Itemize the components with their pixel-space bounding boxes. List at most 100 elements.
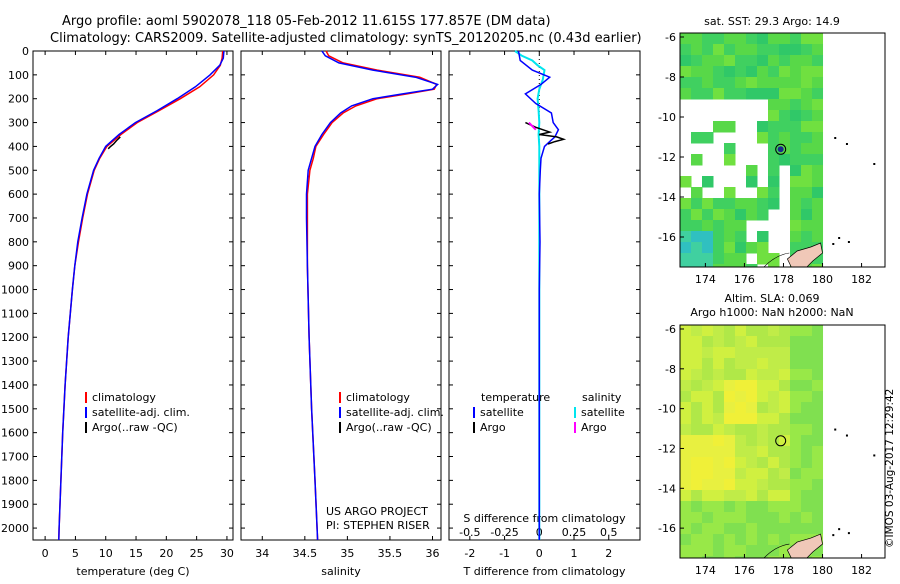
map-cell	[746, 479, 758, 491]
map-cell	[691, 391, 703, 403]
map-cell	[779, 545, 791, 557]
map-cell	[691, 380, 703, 392]
map-cell	[735, 264, 747, 268]
map-cell	[812, 380, 824, 392]
map-cell	[801, 358, 813, 370]
map-cell	[746, 77, 758, 89]
x-tick-label: 178	[773, 273, 794, 286]
x-tick-label: 34	[255, 547, 269, 560]
map-cell	[702, 545, 714, 557]
map-cell	[691, 534, 703, 546]
map-cell	[746, 44, 758, 56]
map-cell	[691, 231, 703, 243]
map-cell	[713, 55, 725, 67]
map-cell	[768, 44, 780, 56]
map-cell	[768, 545, 780, 557]
map-cell	[768, 402, 780, 414]
map-cell	[702, 556, 714, 559]
map-cell	[691, 336, 703, 348]
map-cell	[757, 325, 769, 337]
argo-location-marker	[775, 435, 787, 447]
map-cell	[746, 66, 758, 78]
map-cell	[801, 336, 813, 348]
map-cell	[702, 413, 714, 425]
map-cell	[779, 358, 791, 370]
project-label: US ARGO PROJECT	[326, 505, 428, 518]
map-cell	[724, 369, 736, 381]
map-cell	[757, 446, 769, 458]
map-cell	[724, 66, 736, 78]
map-cell	[713, 457, 725, 469]
map-cell	[779, 534, 791, 546]
map-cell	[680, 468, 692, 480]
map-cell	[713, 44, 725, 56]
map-cell	[735, 33, 747, 45]
map-cell	[757, 358, 769, 370]
map-cell	[790, 44, 802, 56]
map-cell	[735, 209, 747, 221]
map-cell	[724, 77, 736, 89]
map-cell	[691, 523, 703, 535]
map-cell	[724, 154, 736, 166]
map-cell	[812, 264, 824, 268]
y-tick-label: 1600	[1, 427, 29, 440]
map-cell	[801, 132, 813, 144]
map-cell	[724, 468, 736, 480]
fiji-land	[786, 242, 823, 268]
map-cell	[812, 369, 824, 381]
map-cell	[746, 501, 758, 513]
map-cell	[801, 154, 813, 166]
map-cell	[724, 512, 736, 524]
x-tick-label: 180	[812, 564, 833, 577]
temperature-diff-satellite-line	[517, 50, 560, 540]
imos-credit: ©IMOS 03-Aug-2017 12:29:42	[884, 389, 896, 548]
map-cell	[680, 88, 692, 100]
map-cell	[801, 468, 813, 480]
map-cell	[812, 545, 824, 557]
map-cell	[790, 132, 802, 144]
map-cell	[735, 424, 747, 436]
map-cell	[779, 325, 791, 337]
map-cell	[790, 110, 802, 122]
map-cell	[757, 121, 769, 133]
map-cell	[724, 391, 736, 403]
map-cell	[691, 154, 703, 166]
map-cell	[801, 176, 813, 188]
map-cell	[702, 402, 714, 414]
map-cell	[713, 77, 725, 89]
map-cell	[812, 99, 824, 111]
map-cell	[702, 253, 714, 265]
y-tick-label: 1400	[1, 379, 29, 392]
map-cell	[724, 88, 736, 100]
plot-frame	[32, 50, 234, 541]
map-cell	[735, 88, 747, 100]
map-cell	[812, 402, 824, 414]
temp-legend-0-label: climatology	[92, 391, 156, 404]
map-cell	[680, 402, 692, 414]
map-cell	[724, 187, 736, 199]
map-cell	[702, 44, 714, 56]
map-cell	[680, 336, 692, 348]
map-cell	[812, 209, 824, 221]
y-tick-label: -12	[658, 151, 676, 164]
map-cell	[779, 110, 791, 122]
x-tick-label: 10	[99, 547, 113, 560]
map-cell	[790, 55, 802, 67]
x-tick-label: -1	[499, 547, 510, 560]
map-cell	[691, 209, 703, 221]
map-cell	[779, 468, 791, 480]
map-cell	[801, 424, 813, 436]
map-cell	[768, 121, 780, 133]
map-cell	[801, 457, 813, 469]
map-cell	[757, 336, 769, 348]
map-cell	[812, 198, 824, 210]
map-cell	[680, 457, 692, 469]
map-cell	[724, 336, 736, 348]
map-cell	[702, 501, 714, 513]
map-cell	[801, 209, 813, 221]
map-cell	[757, 457, 769, 469]
x-tick-label: 5	[72, 547, 79, 560]
map-cell	[702, 220, 714, 232]
map-cell	[768, 380, 780, 392]
y-tick-label: 300	[8, 117, 29, 130]
